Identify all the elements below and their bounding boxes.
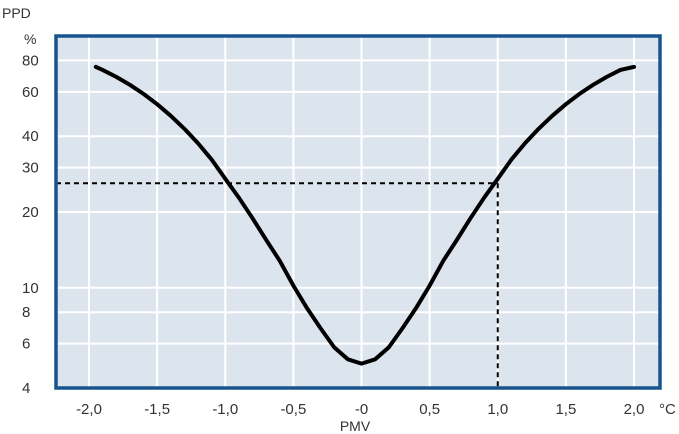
x-tick-label: -2,0 [76, 401, 102, 418]
x-tick-label: -1,5 [144, 401, 170, 418]
x-tick-label: -1,0 [212, 401, 238, 418]
dashed-reference-lines [56, 182, 499, 388]
y-tick-label: 40 [22, 128, 39, 145]
y-tick-label: 60 [22, 84, 39, 101]
x-tick-label: -0 [355, 401, 368, 418]
x-tick-label: 1,0 [487, 401, 508, 418]
x-tick-labels: -2,0 -1,5 -1,0 -0,5 -0 0,5 1,0 1,5 2,0 [76, 401, 644, 418]
x-tick-label: 1,5 [555, 401, 576, 418]
x-tick-label: 2,0 [624, 401, 645, 418]
y-tick-label: 6 [22, 336, 30, 353]
y-axis-label: PPD [2, 5, 31, 21]
x-axis-unit: °C [659, 401, 676, 418]
y-axis-unit: % [24, 31, 36, 47]
y-tick-label: 10 [22, 280, 39, 297]
y-tick-label: 80 [22, 52, 39, 69]
y-tick-label: 20 [22, 204, 39, 221]
plot-border [54, 34, 662, 390]
x-tick-label: 0,5 [419, 401, 440, 418]
x-axis-label: PMV [340, 418, 371, 434]
ppd-curve [93, 64, 636, 366]
y-tick-labels: 4 6 8 10 20 30 40 60 80 [22, 52, 39, 397]
y-tick-label: 30 [22, 160, 39, 177]
y-tick-label: 8 [22, 304, 30, 321]
x-tick-label: -0,5 [280, 401, 306, 418]
y-tick-label: 4 [22, 380, 30, 397]
